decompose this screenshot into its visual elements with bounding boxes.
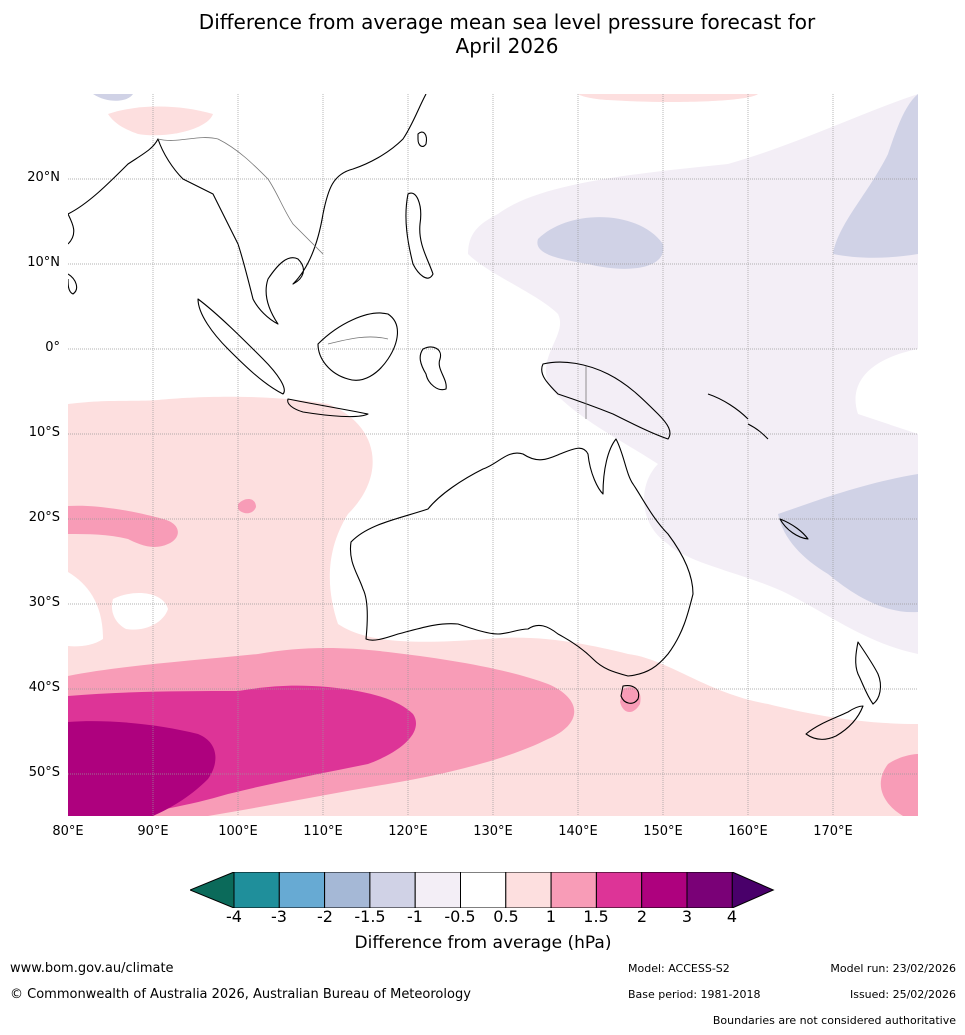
colorbar-tick: -4 xyxy=(226,907,242,926)
lat-label-40s: 40°S xyxy=(28,680,60,695)
website-link[interactable]: www.bom.gov.au/climate xyxy=(10,961,174,976)
issued-text: Issued: 25/02/2026 xyxy=(849,988,956,1001)
colorbar-segment xyxy=(233,872,280,908)
pos-anomaly-medium-dot xyxy=(238,498,256,514)
chart-title: Difference from average mean sea level p… xyxy=(0,10,965,58)
pos-anomaly-light-top xyxy=(578,94,758,102)
lon-label-80e: 80°E xyxy=(52,824,84,839)
colorbar-arrow-high xyxy=(731,872,775,908)
colorbar-tick: -0.5 xyxy=(444,907,476,926)
border-borneo xyxy=(327,336,389,345)
java-coastline xyxy=(287,398,369,418)
colorbar-tick: 1.5 xyxy=(583,907,609,926)
borneo-coastline xyxy=(317,312,398,381)
neg-anomaly-medium-east xyxy=(833,94,918,258)
sri-lanka-coastline xyxy=(68,273,78,295)
colorbar-segment xyxy=(324,872,371,908)
border-southeast-asia xyxy=(157,137,324,255)
lon-label-150e: 150°E xyxy=(643,824,683,839)
coastlines xyxy=(68,94,882,740)
tasmania-coastline xyxy=(620,685,640,704)
colorbar-tick: 1 xyxy=(545,907,557,926)
lat-label-10n: 10°N xyxy=(27,255,60,270)
base-period-text: Base period: 1981-2018 xyxy=(628,988,761,1001)
colorbar-tick: -2 xyxy=(317,907,333,926)
colorbar-tick: -3 xyxy=(271,907,287,926)
lat-label-30s: 30°S xyxy=(28,595,60,610)
new-zealand-north xyxy=(855,641,882,705)
new-guinea-coastline xyxy=(541,361,671,440)
australia-coastline xyxy=(349,438,694,677)
lat-label-20s: 20°S xyxy=(28,510,60,525)
lat-label-50s: 50°S xyxy=(28,765,60,780)
title-line-1: Difference from average mean sea level p… xyxy=(198,10,816,34)
colorbar-arrow-low xyxy=(190,872,235,908)
lat-label-0: 0° xyxy=(45,340,60,355)
asia-mainland-coastline xyxy=(68,94,427,325)
pressure-anomaly-map xyxy=(68,94,918,816)
sumatra-coastline xyxy=(197,298,285,395)
neg-anomaly-medium-himalaya xyxy=(93,94,133,101)
solomon-islands-coastline xyxy=(707,393,769,440)
pos-anomaly-medium-tasmania xyxy=(620,687,641,713)
colorbar-tick: -1.5 xyxy=(354,907,386,926)
colorbar-label: Difference from average (hPa) xyxy=(354,933,612,953)
lon-label-160e: 160°E xyxy=(728,824,768,839)
neg-anomaly-medium-north xyxy=(537,217,664,269)
sulawesi-coastline xyxy=(419,346,447,391)
neutral-hole-west xyxy=(68,572,103,647)
graticule xyxy=(68,94,918,816)
lon-label-130e: 130°E xyxy=(473,824,513,839)
lon-label-100e: 100°E xyxy=(218,824,258,839)
new-zealand-south xyxy=(805,705,864,740)
colorbar-segment xyxy=(278,872,326,908)
colorbar-segment xyxy=(686,872,733,908)
model-run-text: Model run: 23/02/2026 xyxy=(830,962,956,975)
new-caledonia-coastline xyxy=(779,518,809,540)
lon-label-170e: 170°E xyxy=(813,824,853,839)
philippines-coastline xyxy=(405,192,434,279)
lon-label-120e: 120°E xyxy=(388,824,428,839)
neutral-hole-central xyxy=(111,593,168,630)
colorbar-segment xyxy=(641,872,688,908)
title-line-2: April 2026 xyxy=(455,34,559,58)
taiwan-coastline xyxy=(417,131,427,148)
colorbar-tick: 3 xyxy=(681,907,693,926)
colorbar-segment xyxy=(550,872,597,908)
lon-label-110e: 110°E xyxy=(303,824,343,839)
model-text: Model: ACCESS-S2 xyxy=(628,962,730,975)
pos-anomaly-stronger-south xyxy=(68,721,216,816)
colorbar-tick: 2 xyxy=(636,907,648,926)
copyright-text: © Commonwealth of Australia 2026, Austra… xyxy=(10,987,471,1002)
pos-anomaly-medium-west xyxy=(68,505,178,547)
colorbar-segment xyxy=(595,872,643,908)
neg-anomaly-medium-tasman xyxy=(778,474,918,613)
colorbar-tick: 0.5 xyxy=(493,907,519,926)
colorbar-segment xyxy=(414,872,461,908)
colorbar-segment xyxy=(369,872,416,908)
pos-anomaly-medium-east xyxy=(880,754,918,816)
colorbar-tick: -1 xyxy=(407,907,423,926)
colorbar-segment xyxy=(505,872,552,908)
lon-label-90e: 90°E xyxy=(137,824,169,839)
lat-label-10s: 10°S xyxy=(28,425,60,440)
colorbar xyxy=(190,872,775,908)
colorbar-tick: 4 xyxy=(726,907,738,926)
lon-label-140e: 140°E xyxy=(558,824,598,839)
colorbar-segment xyxy=(460,872,507,908)
country-borders xyxy=(157,137,587,419)
pos-anomaly-light-north xyxy=(108,106,213,136)
boundaries-note: Boundaries are not considered authoritat… xyxy=(712,1014,956,1027)
lat-label-20n: 20°N xyxy=(27,170,60,185)
india-coastline xyxy=(68,213,75,245)
